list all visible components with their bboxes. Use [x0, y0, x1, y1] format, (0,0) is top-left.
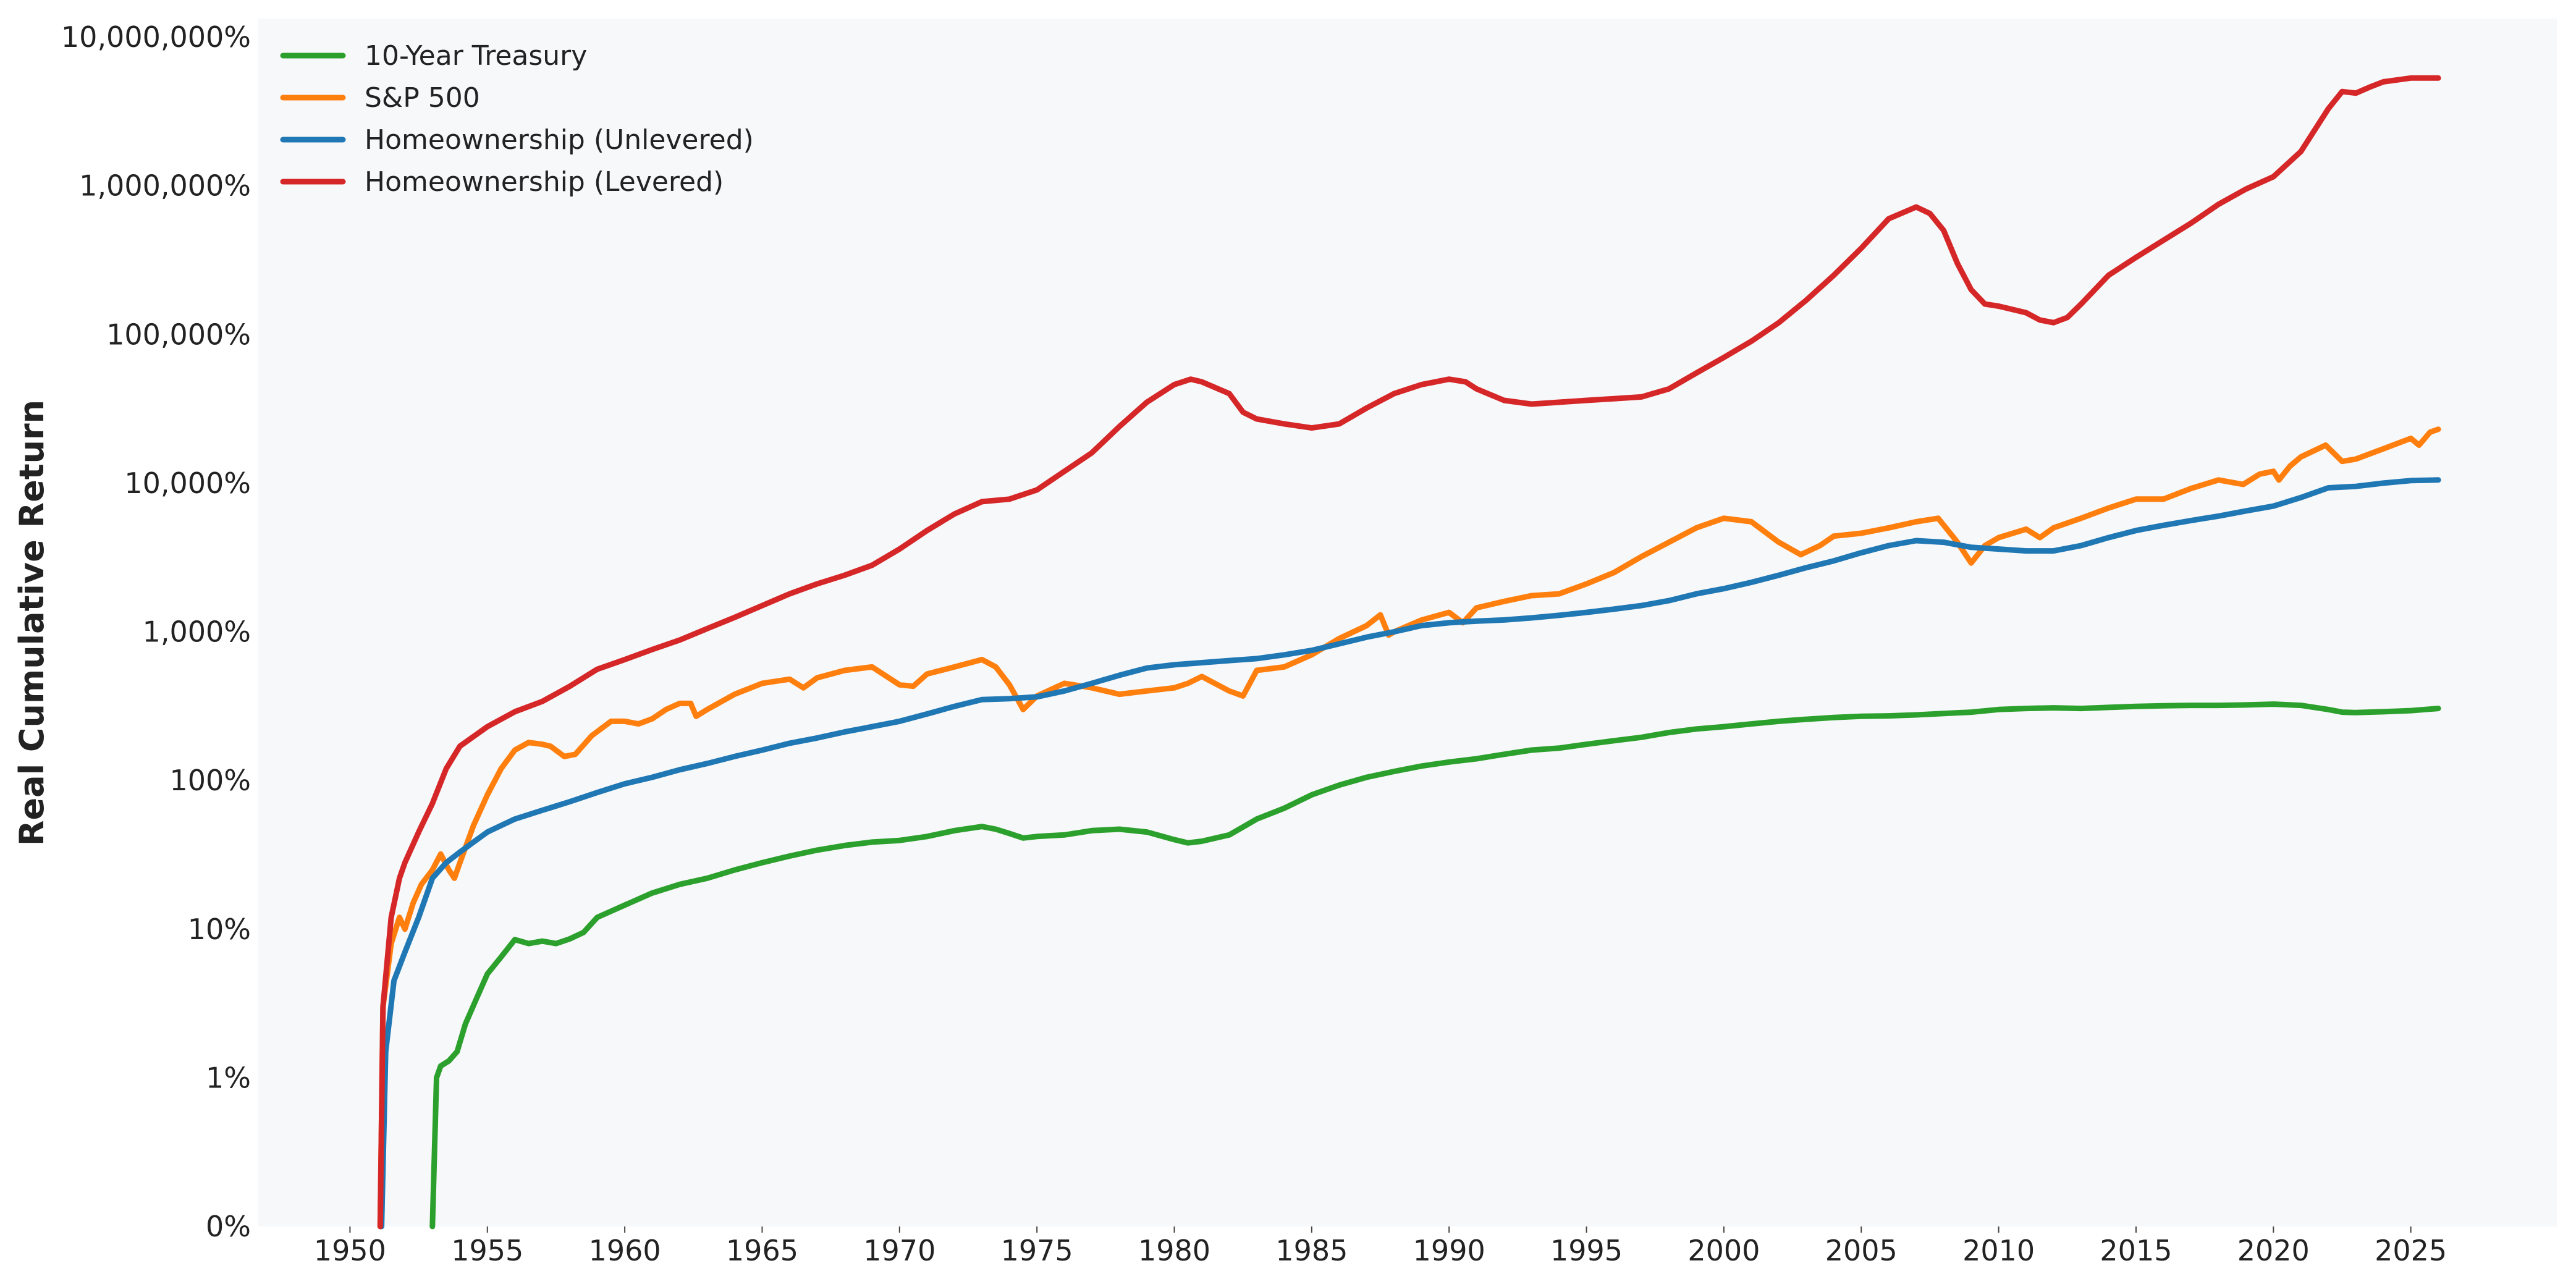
- x-tick-label: 1975: [1001, 1234, 1073, 1267]
- y-axis-title: Real Cumulative Return: [12, 400, 51, 846]
- series-lines: [377, 75, 2441, 1230]
- y-tick-label: 1%: [206, 1061, 251, 1094]
- y-tick-label: 100%: [169, 764, 251, 797]
- x-tick-label: 2015: [2100, 1234, 2172, 1267]
- x-tick-label: 1990: [1413, 1234, 1485, 1267]
- x-tick-label: 1950: [314, 1234, 386, 1267]
- series-line-0: [429, 701, 2441, 1230]
- x-tick-label: 1985: [1275, 1234, 1348, 1267]
- x-tick-label: 1955: [451, 1234, 523, 1267]
- y-tick-label: 1,000%: [143, 615, 251, 649]
- y-tick-label: 10%: [188, 913, 251, 946]
- y-tick-label: 100,000%: [106, 318, 251, 351]
- x-tick-label: 2010: [1962, 1234, 2035, 1267]
- x-axis-ticks: 1950 1955 1960 1965 1970 1975 1980 1985 1990 1995…: [314, 1226, 2447, 1267]
- legend-label: 10-Year Treasury: [365, 40, 587, 72]
- x-tick-label: 1995: [1550, 1234, 1623, 1267]
- series-line-3: [377, 75, 2441, 1230]
- x-tick-label: 2020: [2237, 1234, 2310, 1267]
- y-axis-ticks: 0% 1% 10% 100% 1,000% 10,000% 100,000% 1,000,00…: [61, 20, 251, 1243]
- x-tick-label: 2005: [1825, 1234, 1898, 1267]
- plot-area-background: [258, 19, 2557, 1226]
- x-tick-label: 1965: [726, 1234, 798, 1267]
- legend-label: Homeownership (Unlevered): [365, 124, 754, 156]
- y-tick-label: 10,000,000%: [61, 20, 251, 54]
- series-line-2: [379, 477, 2441, 1230]
- x-tick-label: 1960: [589, 1234, 661, 1267]
- x-tick-label: 1980: [1138, 1234, 1210, 1267]
- x-tick-label: 1970: [863, 1234, 935, 1267]
- legend-label: Homeownership (Levered): [365, 166, 724, 198]
- y-tick-label: 0%: [206, 1210, 251, 1243]
- series-line-1: [377, 426, 2441, 1230]
- legend-label: S&P 500: [365, 82, 480, 114]
- y-tick-label: 1,000,000%: [79, 169, 251, 203]
- x-tick-label: 2025: [2375, 1234, 2447, 1267]
- x-tick-label: 2000: [1687, 1234, 1760, 1267]
- y-tick-label: 10,000%: [124, 466, 251, 500]
- legend: 10-Year Treasury S&P 500 Homeownership (Un…: [280, 40, 754, 198]
